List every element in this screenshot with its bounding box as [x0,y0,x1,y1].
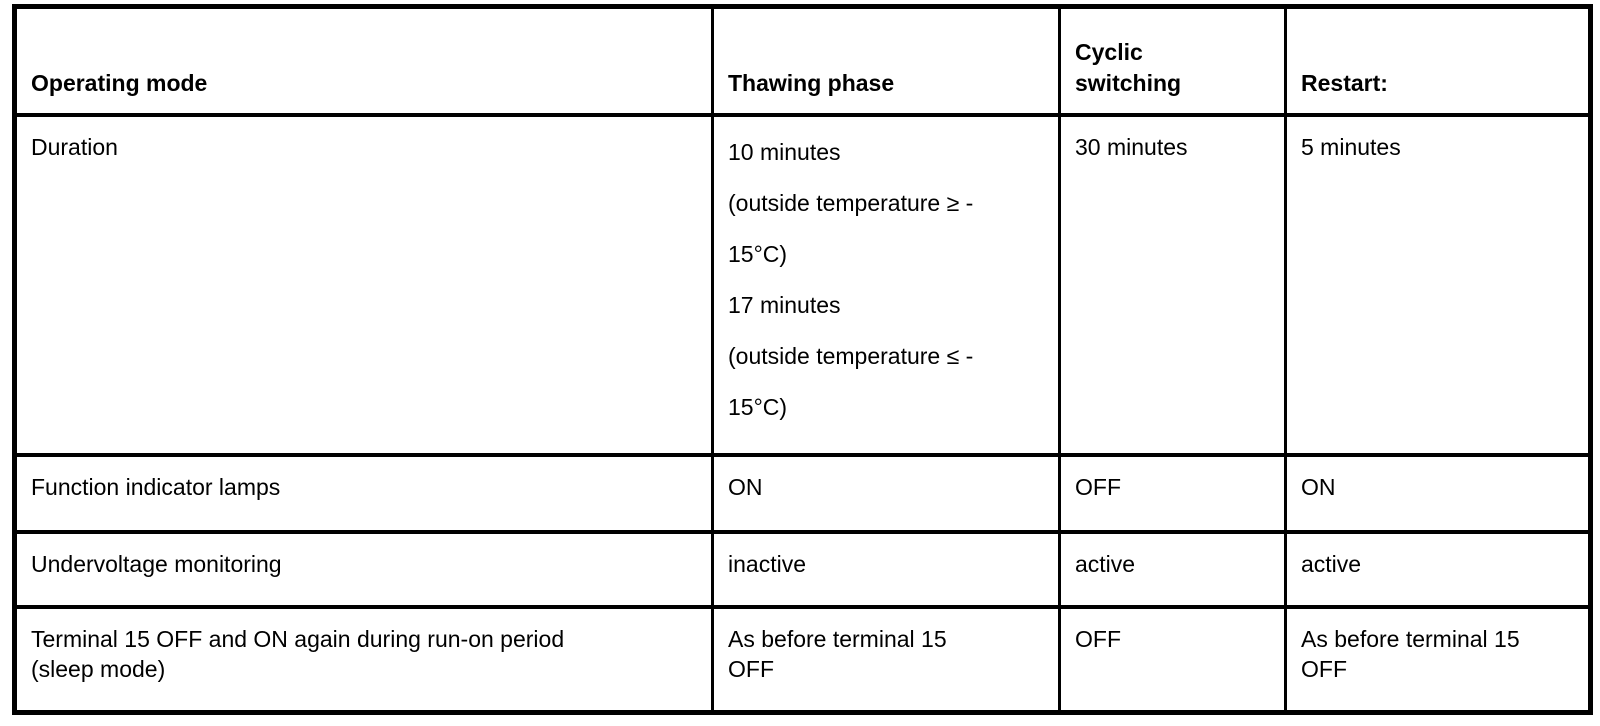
table-row: Undervoltage monitoring inactive active … [13,529,1592,609]
table-row: Terminal 15 OFF and ON again during run-… [13,604,1592,715]
column-header-thawing-phase: Thawing phase [711,4,1061,117]
cell-undervoltage-restart: active [1284,529,1592,609]
cell-duration-label: Duration [13,112,714,457]
cell-lamps-cyclic-switching: OFF [1058,452,1287,534]
column-header-cyclic-switching: Cyclic switching [1058,4,1287,117]
table-header-row: Operating mode Thawing phase Cyclic swit… [13,4,1592,117]
cell-lamps-restart: ON [1284,452,1592,534]
cell-undervoltage-cyclic-switching: active [1058,529,1287,609]
operating-mode-table: Operating mode Thawing phase Cyclic swit… [12,4,1593,715]
cell-terminal15-cyclic-switching: OFF [1058,604,1287,715]
cell-lamps-thawing-phase: ON [711,452,1061,534]
cell-duration-cyclic-switching: 30 minutes [1058,112,1287,457]
cell-duration-restart: 5 minutes [1284,112,1592,457]
cell-undervoltage-label: Undervoltage monitoring [13,529,714,609]
cell-terminal15-restart: As before terminal 15 OFF [1284,604,1592,715]
column-header-restart: Restart: [1284,4,1592,117]
cell-lamps-label: Function indicator lamps [13,452,714,534]
cell-terminal15-thawing-phase: As before terminal 15 OFF [711,604,1061,715]
cell-terminal15-label: Terminal 15 OFF and ON again during run-… [13,604,714,715]
table-row: Duration 10 minutes (outside temperature… [13,112,1592,457]
table-row: Function indicator lamps ON OFF ON [13,452,1592,534]
cell-duration-thawing-phase: 10 minutes (outside temperature ≥ - 15°C… [711,112,1061,457]
cell-undervoltage-thawing-phase: inactive [711,529,1061,609]
column-header-operating-mode: Operating mode [13,4,714,117]
